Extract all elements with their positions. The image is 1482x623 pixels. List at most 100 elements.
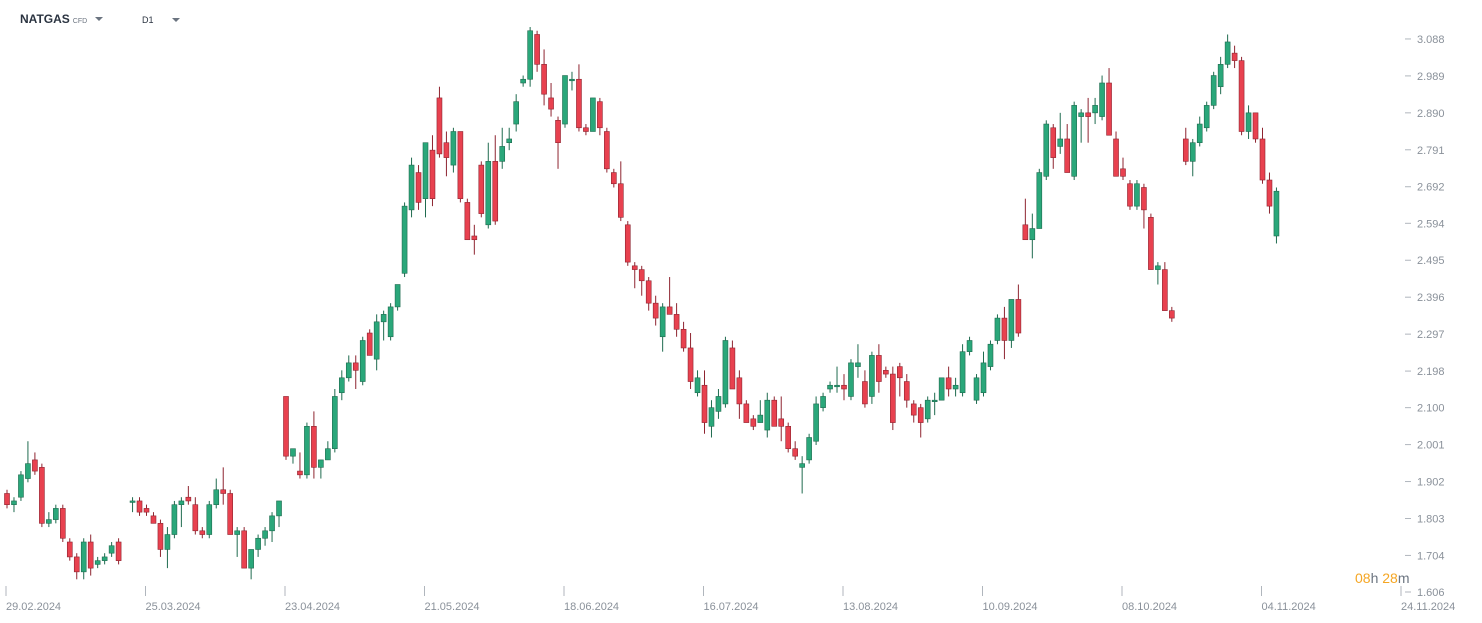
candle-body (548, 97, 554, 110)
candle-114 (799, 456, 805, 494)
candle-64 (450, 127, 457, 173)
candle-body (415, 172, 422, 203)
candle-120 (841, 374, 847, 401)
y-tick-label-7: 2.396 (1417, 292, 1445, 304)
chevron-down-icon[interactable] (171, 18, 180, 22)
candle-body (820, 396, 826, 408)
candle-body (785, 426, 792, 450)
candle-128 (896, 362, 903, 397)
candle-46 (325, 441, 331, 461)
candle-body (1155, 265, 1161, 270)
chart-toolbar: NATGAS CFD D1 (0, 0, 1482, 36)
candle-140 (980, 351, 987, 397)
candle-body (297, 470, 303, 476)
y-tick-label-4: 2.692 (1417, 182, 1445, 194)
candle-body (129, 500, 136, 503)
candle-body (276, 500, 282, 517)
candle-151 (1057, 112, 1064, 154)
candle-body (380, 314, 387, 323)
candle-body (799, 463, 805, 468)
candle-body (917, 407, 924, 423)
candle-148 (1036, 168, 1043, 229)
candle-body (464, 202, 471, 241)
candle-body (436, 97, 443, 155)
candle-body (792, 448, 798, 457)
candle-83 (583, 124, 589, 136)
candle-body (53, 508, 59, 520)
candle-27 (192, 497, 199, 535)
candle-65 (457, 131, 464, 203)
candle-156 (1092, 97, 1098, 125)
candle-175 (1224, 34, 1231, 69)
candle-74 (520, 75, 526, 87)
candle-7 (53, 504, 59, 524)
candle-body (506, 138, 513, 143)
candle-body (883, 370, 889, 375)
candle-body (59, 508, 66, 539)
candle-18 (129, 497, 136, 513)
x-tick-label-6: 13.08.2024 (843, 601, 898, 613)
chevron-down-icon[interactable] (95, 17, 104, 21)
candle-body (1266, 179, 1273, 207)
candle-body (80, 541, 87, 573)
candle-body (311, 426, 317, 468)
candle-body (534, 34, 540, 65)
candle-body (1231, 52, 1238, 61)
candle-body (1210, 75, 1217, 106)
candle-body (66, 541, 73, 558)
candle-body (617, 183, 624, 218)
countdown-hours: 08 (1355, 570, 1371, 586)
candle-57 (401, 202, 408, 278)
candle-32 (227, 489, 233, 535)
candle-body (359, 340, 366, 382)
candle-body (841, 384, 847, 390)
candle-body (1259, 138, 1266, 181)
candle-body (492, 161, 499, 222)
candle-body (924, 399, 931, 420)
candle-body (1085, 112, 1091, 117)
candle-4 (32, 452, 38, 475)
y-tick-label-0: 3.088 (1417, 34, 1445, 46)
candle-108 (757, 400, 764, 423)
candle-146 (1022, 198, 1029, 241)
candle-158 (1106, 68, 1112, 136)
candle-body (1217, 64, 1224, 88)
candle-body (569, 78, 575, 82)
candle-173 (1210, 71, 1217, 110)
y-tick-label-9: 2.198 (1417, 366, 1445, 378)
candle-75 (527, 27, 533, 87)
timeframe-selector[interactable]: D1 (142, 15, 180, 25)
candle-body (171, 504, 178, 535)
candle-body (931, 399, 938, 402)
candle-95 (666, 277, 673, 315)
candle-body (18, 474, 24, 498)
candle-107 (750, 415, 757, 431)
candle-body (150, 515, 157, 524)
candle-12 (87, 534, 94, 576)
candle-115 (806, 433, 812, 464)
candle-body (520, 78, 526, 84)
y-tick-label-8: 2.297 (1417, 329, 1445, 341)
candle-body (234, 530, 240, 535)
candle-body (1001, 317, 1008, 341)
candle-body (1245, 112, 1252, 132)
candle-body (11, 500, 17, 505)
candle-153 (1071, 101, 1077, 181)
candle-147 (1029, 213, 1036, 259)
candle-68 (478, 161, 485, 218)
candle-171 (1196, 116, 1203, 147)
candle-body (876, 355, 882, 382)
candle-body (764, 399, 771, 431)
candle-118 (827, 381, 833, 393)
candle-85 (597, 97, 603, 136)
candle-20 (143, 504, 150, 516)
x-tick-label-2: 23.04.2024 (285, 601, 340, 613)
candle-150 (1050, 124, 1057, 169)
symbol-selector[interactable]: NATGAS CFD (20, 12, 104, 26)
candle-body (422, 142, 429, 199)
countdown-hours-unit: h (1370, 570, 1379, 586)
candle-body (143, 508, 150, 513)
candle-110 (771, 396, 778, 427)
candle-body (443, 142, 450, 158)
